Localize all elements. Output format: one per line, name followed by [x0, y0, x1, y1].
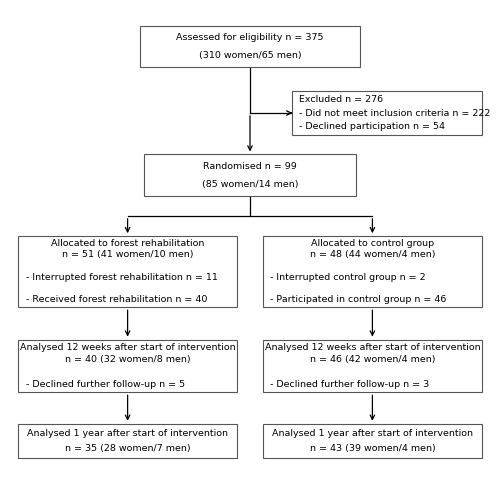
- Text: - Declined further follow-up n = 5: - Declined further follow-up n = 5: [26, 380, 184, 389]
- Text: n = 51 (41 women/10 men): n = 51 (41 women/10 men): [62, 250, 194, 259]
- FancyBboxPatch shape: [18, 236, 237, 308]
- Text: - Participated in control group n = 46: - Participated in control group n = 46: [270, 296, 447, 305]
- Text: - Received forest rehabilitation n = 40: - Received forest rehabilitation n = 40: [26, 296, 207, 305]
- FancyBboxPatch shape: [263, 423, 482, 458]
- FancyBboxPatch shape: [18, 340, 237, 392]
- Text: Analysed 1 year after start of intervention: Analysed 1 year after start of intervent…: [27, 429, 228, 438]
- Text: Analysed 12 weeks after start of intervention: Analysed 12 weeks after start of interve…: [264, 343, 480, 352]
- Text: - Did not meet inclusion criteria n = 222: - Did not meet inclusion criteria n = 22…: [299, 109, 490, 117]
- FancyBboxPatch shape: [140, 26, 360, 67]
- Text: n = 40 (32 women/8 men): n = 40 (32 women/8 men): [65, 355, 190, 365]
- FancyBboxPatch shape: [292, 91, 482, 135]
- Text: (85 women/14 men): (85 women/14 men): [202, 180, 298, 189]
- Text: Analysed 12 weeks after start of intervention: Analysed 12 weeks after start of interve…: [20, 343, 236, 352]
- Text: n = 46 (42 women/4 men): n = 46 (42 women/4 men): [310, 355, 435, 365]
- Text: Randomised n = 99: Randomised n = 99: [203, 161, 297, 171]
- Text: n = 48 (44 women/4 men): n = 48 (44 women/4 men): [310, 250, 435, 259]
- Text: - Interrupted control group n = 2: - Interrupted control group n = 2: [270, 273, 426, 282]
- Text: - Declined further follow-up n = 3: - Declined further follow-up n = 3: [270, 380, 430, 389]
- Text: Assessed for eligibility n = 375: Assessed for eligibility n = 375: [176, 33, 324, 42]
- FancyBboxPatch shape: [263, 236, 482, 308]
- Text: Excluded n = 276: Excluded n = 276: [299, 95, 384, 104]
- FancyBboxPatch shape: [18, 423, 237, 458]
- Text: n = 43 (39 women/4 men): n = 43 (39 women/4 men): [310, 444, 436, 453]
- Text: - Declined participation n = 54: - Declined participation n = 54: [299, 122, 445, 131]
- Text: Allocated to control group: Allocated to control group: [311, 239, 434, 248]
- Text: (310 women/65 men): (310 women/65 men): [198, 51, 302, 60]
- FancyBboxPatch shape: [263, 340, 482, 392]
- FancyBboxPatch shape: [144, 154, 356, 196]
- Text: Analysed 1 year after start of intervention: Analysed 1 year after start of intervent…: [272, 429, 473, 438]
- Text: n = 35 (28 women/7 men): n = 35 (28 women/7 men): [65, 444, 190, 453]
- Text: Allocated to forest rehabilitation: Allocated to forest rehabilitation: [51, 239, 204, 248]
- Text: - Interrupted forest rehabilitation n = 11: - Interrupted forest rehabilitation n = …: [26, 273, 218, 282]
